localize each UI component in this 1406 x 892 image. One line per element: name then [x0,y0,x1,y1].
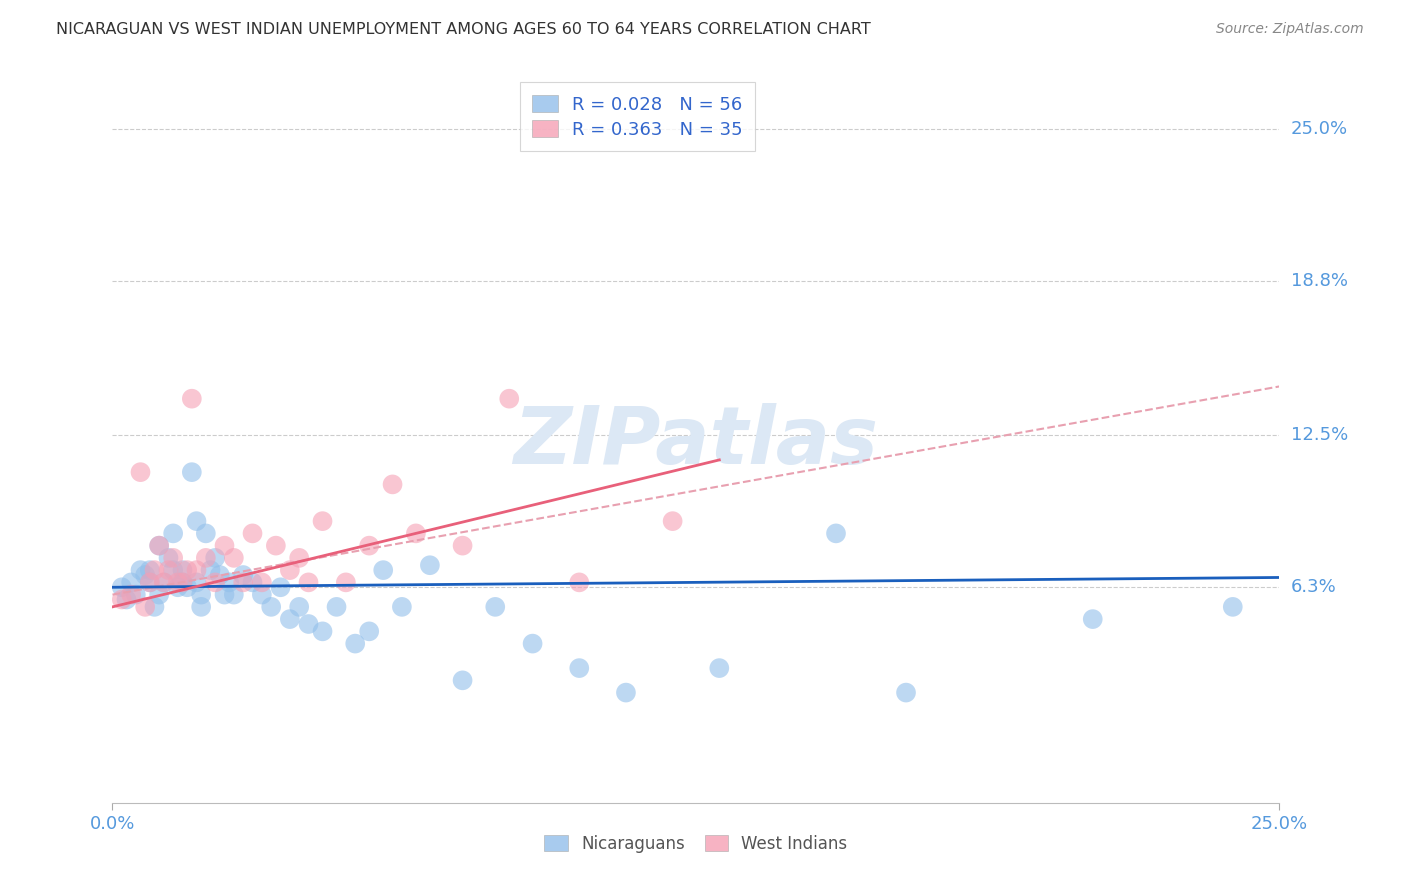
Text: Source: ZipAtlas.com: Source: ZipAtlas.com [1216,22,1364,37]
Point [344,637,367,651]
Point [143,563,166,577]
Point [194,526,217,541]
Point [278,612,301,626]
Point [134,568,156,582]
Point [172,575,194,590]
Point [208,568,231,582]
Point [568,575,591,590]
Point [311,514,333,528]
Point [311,624,333,639]
Point [180,465,202,479]
Text: 18.8%: 18.8% [1291,272,1347,290]
Point [232,568,254,582]
Point [148,539,170,553]
Point [222,588,245,602]
Point [204,550,226,565]
Point [120,588,142,602]
Point [288,550,311,565]
Point [162,563,184,577]
Point [157,550,180,565]
Legend: Nicaraguans, West Indians: Nicaraguans, West Indians [537,828,855,860]
Point [391,599,413,614]
Text: 6.3%: 6.3% [1291,578,1336,596]
Point [166,580,188,594]
Point [190,599,212,614]
Point [115,592,138,607]
Point [451,673,474,688]
Point [176,580,198,594]
Point [157,563,180,577]
Point [148,588,170,602]
Point [180,392,202,406]
Point [134,599,156,614]
Point [373,563,395,577]
Point [614,685,637,699]
Text: 25.0%: 25.0% [1291,120,1348,138]
Point [162,526,184,541]
Point [120,575,142,590]
Point [288,599,311,614]
Point [172,563,194,577]
Point [186,575,208,590]
Point [250,588,273,602]
Point [522,637,544,651]
Point [335,575,357,590]
Point [176,563,198,577]
Text: ZIPatlas: ZIPatlas [513,402,879,481]
Point [204,575,226,590]
Point [190,588,212,602]
Point [162,550,184,565]
Point [1222,599,1244,614]
Point [194,550,217,565]
Point [359,539,381,553]
Point [166,575,188,590]
Point [297,575,319,590]
Point [498,392,520,406]
Point [232,575,254,590]
Point [264,539,287,553]
Point [129,563,152,577]
Point [139,575,162,590]
Point [297,617,319,632]
Point [111,580,134,594]
Point [129,465,152,479]
Point [172,575,194,590]
Point [222,550,245,565]
Point [278,563,301,577]
Point [1081,612,1104,626]
Point [148,539,170,553]
Point [214,588,236,602]
Point [325,599,347,614]
Point [186,563,208,577]
Point [242,575,264,590]
Point [139,563,162,577]
Point [419,558,441,573]
Point [270,580,292,594]
Point [242,526,264,541]
Point [484,599,506,614]
Point [186,514,208,528]
Point [153,575,176,590]
Point [139,575,162,590]
Point [405,526,427,541]
Point [568,661,591,675]
Text: 12.5%: 12.5% [1291,426,1348,444]
Point [359,624,381,639]
Point [381,477,404,491]
Point [661,514,683,528]
Point [250,575,273,590]
Text: NICARAGUAN VS WEST INDIAN UNEMPLOYMENT AMONG AGES 60 TO 64 YEARS CORRELATION CHA: NICARAGUAN VS WEST INDIAN UNEMPLOYMENT A… [56,22,870,37]
Point [709,661,731,675]
Point [214,539,236,553]
Point [153,575,176,590]
Point [218,575,240,590]
Point [260,599,283,614]
Point [125,588,148,602]
Point [143,599,166,614]
Point [200,563,222,577]
Point [894,685,917,699]
Point [451,539,474,553]
Point [111,592,134,607]
Point [825,526,848,541]
